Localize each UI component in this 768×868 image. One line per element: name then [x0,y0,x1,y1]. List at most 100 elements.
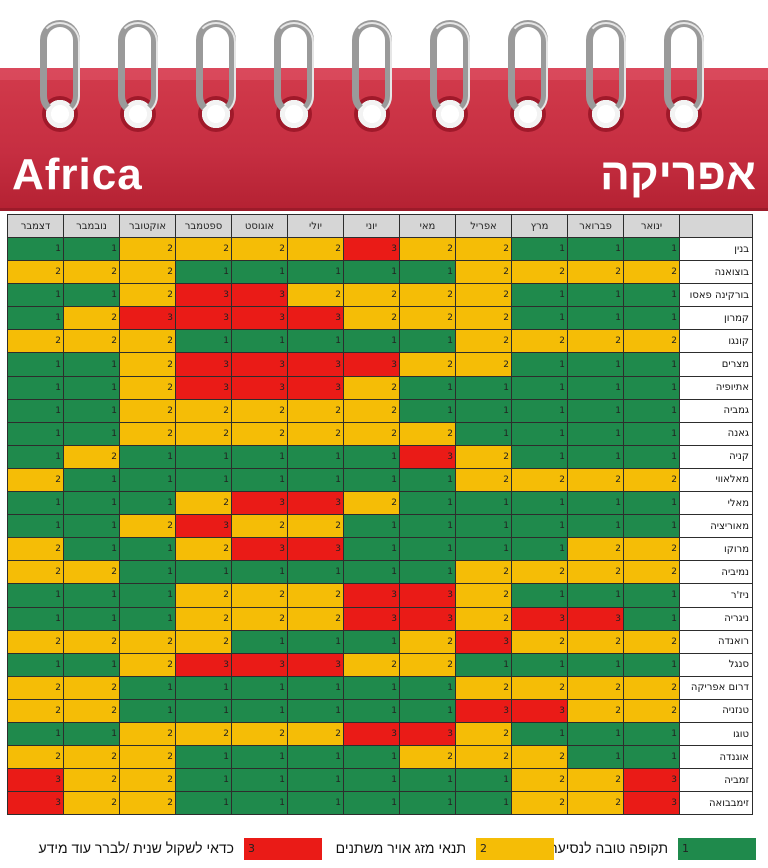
rating-value: 1 [55,405,61,416]
country-name: קניה [679,444,753,469]
rating-value: 2 [223,405,229,416]
rating-value: 1 [615,521,621,532]
rating-value: 1 [447,498,453,509]
rating-value: 1 [391,752,397,763]
country-name: בנין [679,236,753,262]
rating-value: 2 [111,636,117,647]
rating-value: 2 [167,636,173,647]
rating-value: 2 [111,267,117,278]
rating-value: 1 [223,705,229,716]
rating-cell: 3 [231,375,288,400]
rating-cell: 1 [399,467,456,493]
rating-value: 1 [391,567,397,578]
country-name: גאנה [679,421,753,446]
rating-value: 2 [447,752,453,763]
rating-value: 2 [335,613,341,624]
rating-value: 2 [167,267,173,278]
country-name: קונגו [679,329,753,354]
rating-value: 2 [447,313,453,324]
rating-cell: 2 [119,352,176,377]
rating-value: 2 [559,336,565,347]
binding-ring-highlight [274,22,314,116]
rating-cell: 2 [399,352,456,377]
rating-cell: 2 [287,606,344,631]
rating-value: 2 [335,590,341,601]
rating-cell: 3 [175,375,232,400]
rating-cell: 1 [623,514,680,539]
rating-value: 1 [671,313,677,324]
rating-cell: 2 [175,629,232,654]
rating-value: 1 [503,498,509,509]
rating-cell: 2 [511,791,568,816]
rating-value: 1 [671,359,677,370]
rating-value: 2 [391,405,397,416]
country-name: דרום אפריקה [679,675,753,700]
rating-cell: 2 [511,629,568,654]
rating-cell: 3 [399,583,456,608]
rating-value: 1 [55,498,61,509]
rating-cell: 2 [287,236,344,262]
rating-cell: 1 [455,421,512,446]
rating-cell: 2 [455,352,512,377]
rating-cell: 1 [287,675,344,700]
rating-cell: 3 [455,698,512,723]
table-row: 3 2 2 1 1 1 1 1 1 2 2 3 זימבבואה [7,791,753,816]
rating-value: 2 [615,775,621,786]
rating-cell: 1 [63,537,120,562]
table-row: 1 2 1 1 1 1 1 3 2 1 1 1 קניה [7,444,753,469]
rating-cell: 1 [175,560,232,585]
rating-value: 2 [503,313,509,324]
rating-cell: 1 [567,652,624,677]
rating-cell: 1 [511,514,568,539]
rating-cell: 2 [287,721,344,747]
calendar-header-highlight [0,68,768,80]
rating-value: 3 [167,313,173,324]
rating-value: 1 [615,290,621,301]
rating-cell: 2 [623,537,680,562]
table-row: 2 1 1 2 3 3 1 1 1 1 2 2 מרוקו [7,537,753,562]
rating-value: 3 [279,544,285,555]
rating-value: 1 [559,428,565,439]
rating-cell: 3 [287,652,344,677]
rating-cell: 1 [231,791,288,816]
table-row: 1 1 2 2 2 2 3 3 2 1 1 1 טוגו [7,721,753,747]
rating-value: 1 [223,336,229,347]
rating-cell: 3 [175,283,232,308]
rating-value: 3 [335,659,341,670]
rating-cell: 1 [343,260,400,285]
rating-cell: 1 [7,421,64,446]
rating-cell: 2 [399,652,456,677]
rating-cell: 2 [63,306,120,331]
rating-cell: 1 [7,398,64,423]
rating-value: 2 [559,775,565,786]
rating-cell: 1 [63,398,120,423]
rating-cell: 1 [455,768,512,793]
rating-cell: 3 [231,537,288,562]
country-header [679,214,753,238]
rating-value: 1 [167,613,173,624]
rating-value: 1 [279,451,285,462]
rating-value: 1 [279,474,285,485]
rating-cell: 3 [175,652,232,677]
rating-cell: 3 [7,768,64,793]
rating-cell: 2 [399,629,456,654]
rating-cell: 1 [63,352,120,377]
table-row: 1 1 2 2 2 2 2 1 1 1 1 1 גמביה [7,398,753,423]
rating-cell: 1 [7,375,64,400]
rating-cell: 2 [455,745,512,770]
rating-cell: 2 [343,306,400,331]
rating-value: 1 [559,498,565,509]
rating-value: 2 [447,659,453,670]
rating-value: 1 [111,474,117,485]
rating-value: 1 [111,405,117,416]
rating-cell: 1 [567,283,624,308]
rating-cell: 1 [63,652,120,677]
country-name: מאוריציה [679,514,753,539]
rating-value: 2 [503,729,509,740]
rating-value: 1 [111,729,117,740]
rating-cell: 1 [63,283,120,308]
legend-swatch: 1 [678,838,756,860]
rating-cell: 2 [399,283,456,308]
rating-cell: 2 [567,329,624,354]
country-name: גמביה [679,398,753,423]
